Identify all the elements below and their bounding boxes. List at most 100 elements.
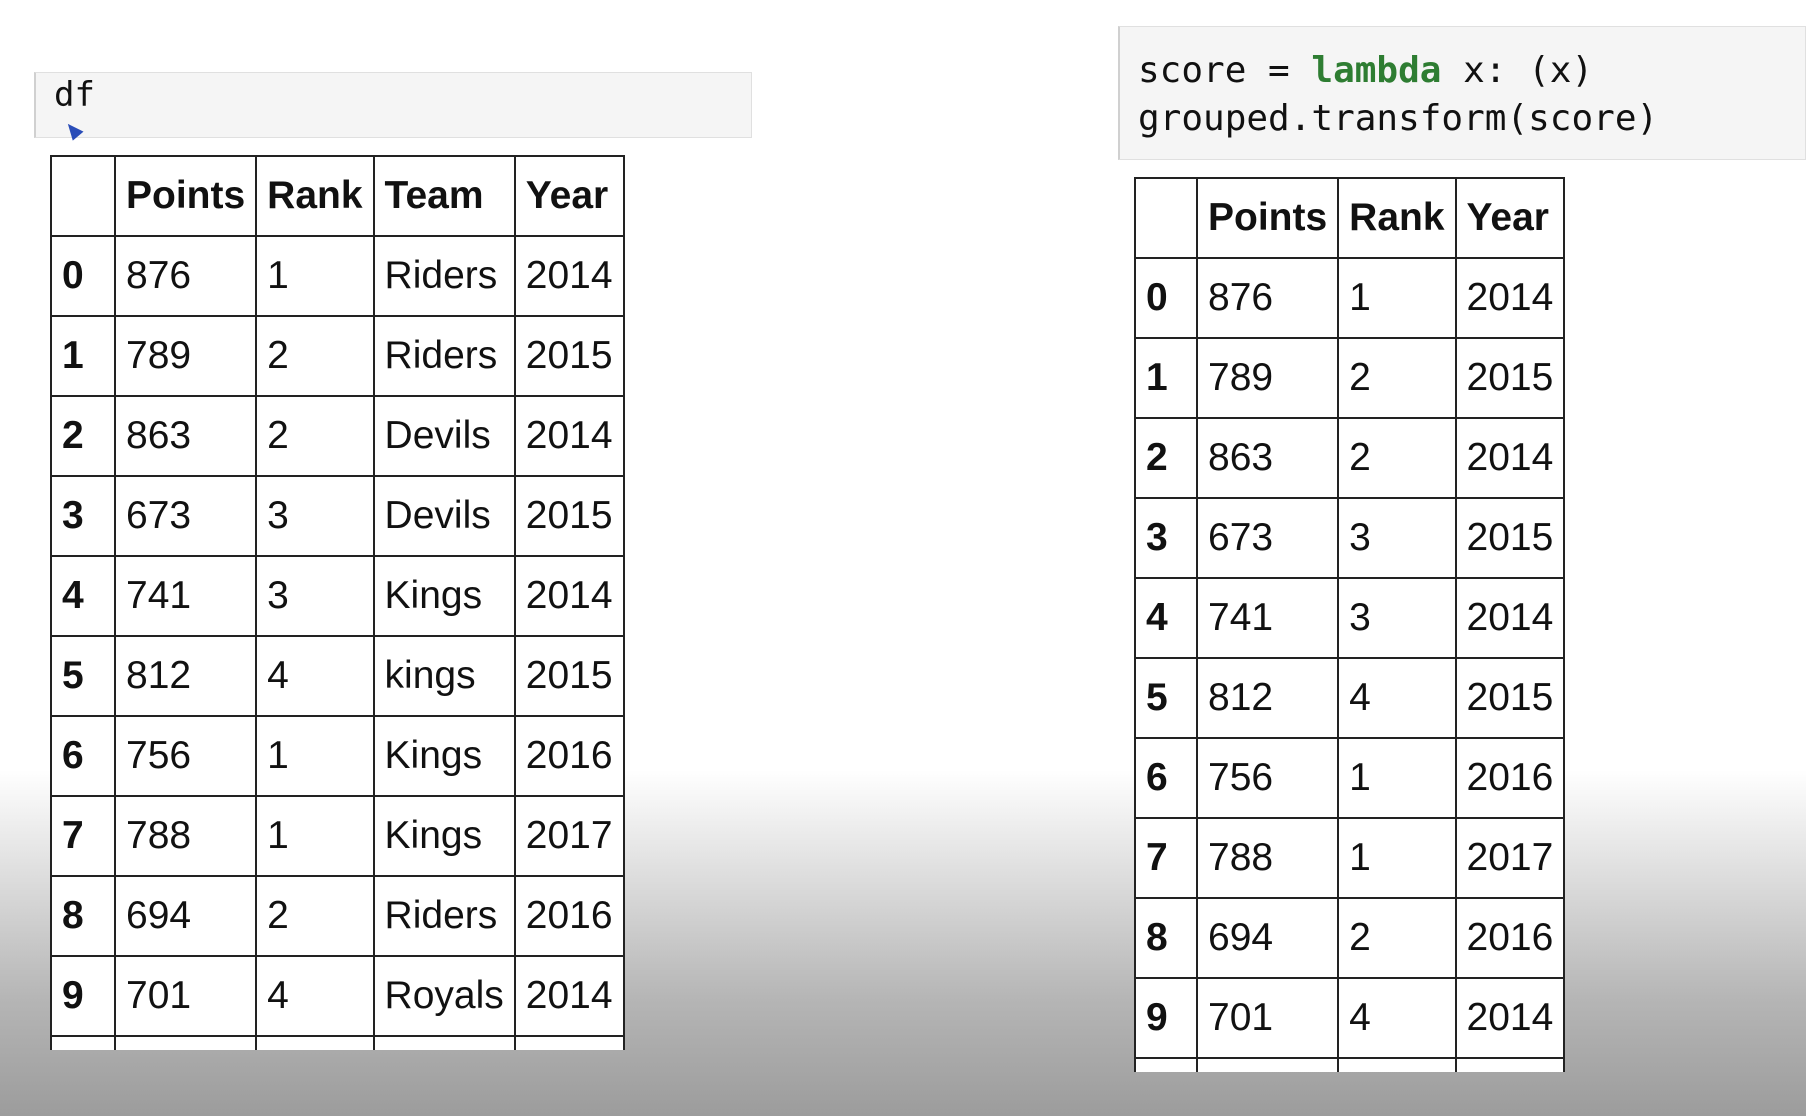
row-index: 7 [50, 795, 116, 877]
table-cell: 694 [1195, 897, 1340, 979]
table-cell: Kings [372, 795, 516, 877]
table-cell: 2015 [1454, 497, 1566, 579]
row-index: 6 [50, 715, 116, 797]
table-row-partial [50, 1035, 625, 1050]
table-row: 8 694 2 Riders 2016 [50, 875, 625, 957]
table-cell: 812 [113, 635, 258, 717]
table-cell: 1 [255, 235, 375, 317]
table-cell: 2015 [513, 475, 625, 557]
left-dataframe-table: Points Rank Team Year 0 876 1 Riders 2014 1 78… [50, 155, 625, 1050]
table-cell: 3 [1337, 497, 1457, 579]
right-code-line-1: score = lambda x: (x) [1138, 47, 1805, 95]
row-index: 8 [50, 875, 116, 957]
table-cell: 2 [255, 875, 375, 957]
table-cell: 2017 [1454, 817, 1566, 899]
row-index: 3 [1134, 497, 1198, 579]
table-row: 1 789 2 Riders 2015 [50, 315, 625, 397]
code-text: x: (x) [1441, 50, 1594, 91]
row-index: 9 [50, 955, 116, 1037]
table-cell: Devils [372, 475, 516, 557]
table-row: 1 789 2 2015 [1134, 337, 1566, 419]
row-index: 7 [1134, 817, 1198, 899]
table-row: 9 701 4 Royals 2014 [50, 955, 625, 1037]
column-header: Points [113, 155, 258, 237]
column-header: Team [372, 155, 516, 237]
right-dataframe-table: Points Rank Year 0 876 1 2014 1 789 2 2015 2 863 2… [1134, 177, 1566, 1072]
table-cell: 876 [1195, 257, 1340, 339]
table-cell: 2016 [513, 875, 625, 957]
column-header: Year [1454, 177, 1566, 259]
table-row: 0 876 1 2014 [1134, 257, 1566, 339]
table-cell: 1 [255, 715, 375, 797]
table-cell: 2014 [513, 555, 625, 637]
left-code-line: df [54, 75, 95, 115]
table-cell: 812 [1195, 657, 1340, 739]
code-keyword: lambda [1311, 50, 1442, 91]
table-cell: 788 [113, 795, 258, 877]
table-cell: 4 [1337, 657, 1457, 739]
row-index: 6 [1134, 737, 1198, 819]
table-row: 4 741 3 Kings 2014 [50, 555, 625, 637]
left-table-body: 0 876 1 Riders 2014 1 789 2 Riders 2015 2 863 2 Devil… [50, 235, 625, 1050]
table-cell: Kings [372, 555, 516, 637]
right-code-line-2: grouped.transform(score) [1138, 98, 1659, 139]
table-row-partial [1134, 1057, 1566, 1072]
table-cell: 2014 [513, 235, 625, 317]
table-row: 6 756 1 Kings 2016 [50, 715, 625, 797]
row-index: 5 [1134, 657, 1198, 739]
table-cell: 876 [113, 235, 258, 317]
right-table-body: 0 876 1 2014 1 789 2 2015 2 863 2 2014 3 673 3 2015 4 741… [1134, 257, 1566, 1072]
row-index: 8 [1134, 897, 1198, 979]
table-cell: 2014 [1454, 257, 1566, 339]
column-header: Points [1195, 177, 1340, 259]
table-cell: 3 [1337, 577, 1457, 659]
row-index: 3 [50, 475, 116, 557]
table-cell: 1 [1337, 257, 1457, 339]
table-row: 6 756 1 2016 [1134, 737, 1566, 819]
table-cell: 2014 [513, 955, 625, 1037]
row-index: 4 [1134, 577, 1198, 659]
table-cell: 789 [113, 315, 258, 397]
table-row: 8 694 2 2016 [1134, 897, 1566, 979]
column-header: Year [513, 155, 625, 237]
table-row: 2 863 2 2014 [1134, 417, 1566, 499]
table-cell: 2014 [513, 395, 625, 477]
table-cell: Riders [372, 875, 516, 957]
table-cell: 1 [1337, 817, 1457, 899]
table-cell [513, 1035, 625, 1050]
table-cell: kings [372, 635, 516, 717]
table-cell: 2016 [513, 715, 625, 797]
table-row: 3 673 3 2015 [1134, 497, 1566, 579]
row-index: 1 [1134, 337, 1198, 419]
table-cell [50, 1035, 116, 1050]
table-cell: 673 [113, 475, 258, 557]
table-cell: 2016 [1454, 737, 1566, 819]
index-header [1134, 177, 1198, 259]
table-cell: 741 [1195, 577, 1340, 659]
table-cell: 673 [1195, 497, 1340, 579]
row-index: 9 [1134, 977, 1198, 1059]
table-cell: 1 [1337, 737, 1457, 819]
left-code-cell[interactable]: df [34, 72, 752, 138]
table-row: 7 788 1 2017 [1134, 817, 1566, 899]
table-cell: 2015 [1454, 657, 1566, 739]
table-cell: Riders [372, 315, 516, 397]
table-cell: 863 [113, 395, 258, 477]
right-code-cell[interactable]: score = lambda x: (x) grouped.transform(… [1118, 26, 1806, 160]
table-cell: Devils [372, 395, 516, 477]
row-index: 5 [50, 635, 116, 717]
table-cell: 2016 [1454, 897, 1566, 979]
column-header: Rank [1337, 177, 1457, 259]
table-cell: 3 [255, 475, 375, 557]
row-index: 0 [50, 235, 116, 317]
table-cell: 2015 [1454, 337, 1566, 419]
table-cell [113, 1035, 258, 1050]
code-text: score = [1138, 50, 1312, 91]
table-row: 9 701 4 2014 [1134, 977, 1566, 1059]
table-cell: 2 [255, 315, 375, 397]
table-cell [1337, 1057, 1457, 1072]
table-cell: 694 [113, 875, 258, 957]
table-cell [1134, 1057, 1198, 1072]
table-row: 5 812 4 2015 [1134, 657, 1566, 739]
table-cell: 1 [255, 795, 375, 877]
